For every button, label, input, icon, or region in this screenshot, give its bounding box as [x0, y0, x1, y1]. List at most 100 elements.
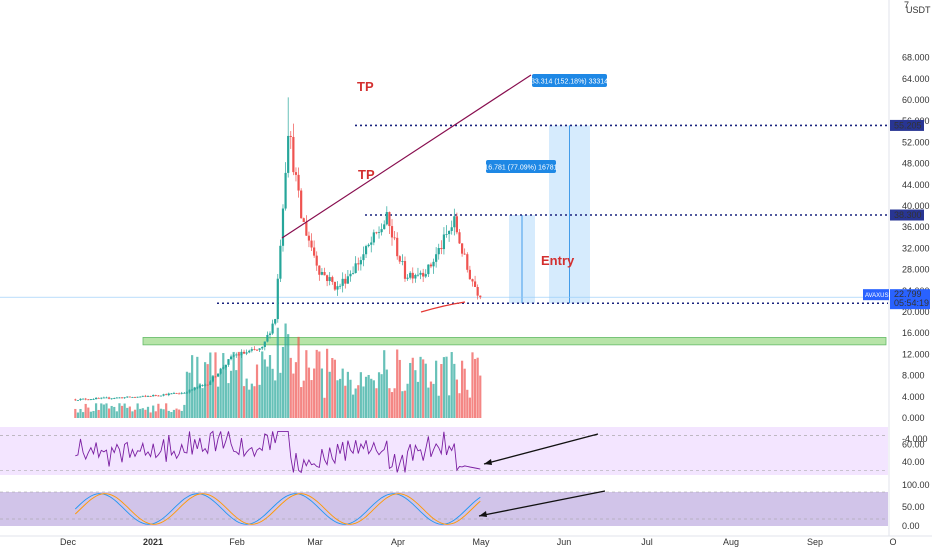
- candle[interactable]: [302, 218, 305, 223]
- candle[interactable]: [237, 354, 240, 356]
- candle[interactable]: [133, 397, 137, 398]
- candle[interactable]: [235, 354, 238, 356]
- candle[interactable]: [229, 356, 233, 360]
- candle[interactable]: [357, 263, 360, 265]
- candle[interactable]: [76, 400, 80, 401]
- candle[interactable]: [198, 385, 202, 388]
- candle[interactable]: [144, 395, 147, 397]
- candle[interactable]: [341, 278, 344, 286]
- candle[interactable]: [388, 212, 391, 227]
- candle[interactable]: [476, 287, 479, 296]
- candle[interactable]: [193, 387, 196, 390]
- candle[interactable]: [120, 397, 124, 399]
- candle[interactable]: [375, 232, 378, 234]
- candle[interactable]: [250, 349, 253, 351]
- candle[interactable]: [432, 261, 435, 267]
- candle[interactable]: [92, 399, 95, 400]
- candle[interactable]: [266, 334, 269, 342]
- candle[interactable]: [372, 232, 375, 243]
- candle[interactable]: [380, 229, 383, 233]
- candle[interactable]: [437, 247, 440, 255]
- candle[interactable]: [159, 395, 163, 397]
- candle[interactable]: [211, 376, 214, 382]
- candle[interactable]: [351, 273, 355, 274]
- candle[interactable]: [416, 274, 420, 276]
- candle[interactable]: [346, 276, 349, 284]
- candle[interactable]: [445, 234, 448, 235]
- candle[interactable]: [364, 246, 368, 255]
- candle[interactable]: [279, 245, 282, 279]
- candle[interactable]: [162, 394, 165, 396]
- candle[interactable]: [354, 263, 357, 274]
- candle[interactable]: [367, 244, 370, 247]
- candle[interactable]: [450, 227, 453, 231]
- candle[interactable]: [323, 272, 326, 276]
- candle[interactable]: [261, 346, 264, 349]
- candle[interactable]: [318, 265, 321, 275]
- candle[interactable]: [458, 232, 461, 244]
- candle[interactable]: [105, 397, 108, 399]
- candle[interactable]: [157, 395, 160, 397]
- candle[interactable]: [216, 373, 220, 377]
- candle[interactable]: [370, 242, 373, 245]
- candle[interactable]: [245, 352, 248, 354]
- candle[interactable]: [305, 222, 308, 236]
- candle[interactable]: [167, 393, 170, 396]
- candle[interactable]: [248, 350, 251, 353]
- candle[interactable]: [362, 254, 365, 261]
- candle[interactable]: [214, 376, 217, 378]
- candle[interactable]: [292, 136, 295, 173]
- candle[interactable]: [128, 396, 131, 398]
- support-zone[interactable]: [142, 337, 887, 346]
- candle[interactable]: [453, 216, 456, 228]
- candle[interactable]: [294, 172, 298, 175]
- candle[interactable]: [429, 264, 433, 267]
- candle[interactable]: [152, 395, 155, 397]
- candle[interactable]: [113, 398, 116, 399]
- candle[interactable]: [390, 226, 394, 238]
- stoch-k-line[interactable]: [74, 493, 481, 525]
- candle[interactable]: [102, 397, 105, 399]
- candle[interactable]: [172, 393, 176, 394]
- candle[interactable]: [336, 286, 339, 290]
- candle[interactable]: [242, 351, 246, 354]
- candle[interactable]: [276, 278, 279, 320]
- candle[interactable]: [396, 237, 399, 257]
- candle[interactable]: [131, 397, 134, 398]
- candle[interactable]: [232, 355, 235, 357]
- candle[interactable]: [141, 395, 144, 397]
- candle[interactable]: [455, 216, 459, 233]
- candle[interactable]: [178, 393, 181, 395]
- candle[interactable]: [383, 224, 386, 230]
- candle[interactable]: [274, 319, 277, 324]
- candle[interactable]: [74, 399, 77, 401]
- candle[interactable]: [403, 261, 407, 279]
- candle[interactable]: [414, 275, 417, 279]
- candle[interactable]: [307, 235, 311, 241]
- candle[interactable]: [331, 277, 334, 282]
- candle[interactable]: [411, 272, 414, 279]
- stoch-d-line[interactable]: [74, 493, 481, 525]
- candle[interactable]: [196, 387, 199, 389]
- candle[interactable]: [253, 349, 256, 350]
- candle[interactable]: [344, 278, 347, 284]
- candle[interactable]: [427, 264, 430, 275]
- candle[interactable]: [206, 384, 209, 386]
- candle[interactable]: [435, 254, 438, 262]
- candle[interactable]: [349, 273, 352, 277]
- candle[interactable]: [422, 272, 425, 277]
- rsi-divergence-arrow[interactable]: [483, 433, 599, 465]
- candle[interactable]: [333, 281, 337, 290]
- candle[interactable]: [268, 333, 272, 335]
- rsi-line[interactable]: [75, 430, 481, 474]
- candle[interactable]: [281, 208, 285, 246]
- candle[interactable]: [338, 285, 342, 287]
- candle[interactable]: [442, 234, 446, 250]
- candle[interactable]: [139, 396, 142, 398]
- candle[interactable]: [297, 174, 300, 191]
- candle[interactable]: [468, 269, 471, 280]
- candle[interactable]: [300, 190, 303, 219]
- candle[interactable]: [146, 396, 150, 397]
- candle[interactable]: [409, 272, 412, 278]
